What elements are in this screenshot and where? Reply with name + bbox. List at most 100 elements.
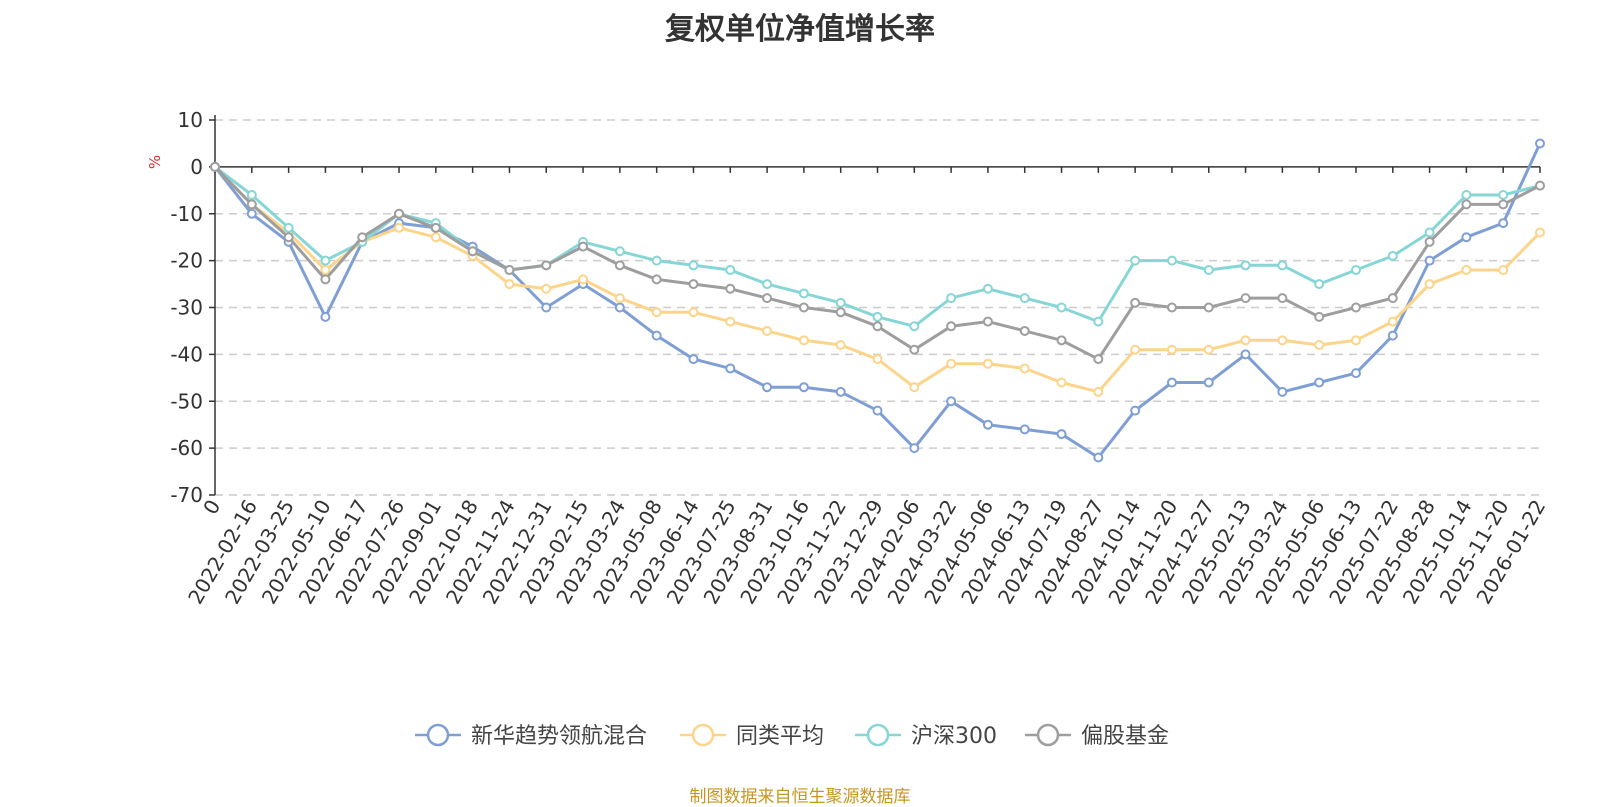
- data-point: [246, 190, 257, 200]
- data-point: [762, 279, 773, 290]
- data-point: [1424, 236, 1435, 247]
- data-point: [1387, 330, 1398, 341]
- data-point: [1424, 279, 1435, 290]
- data-point: [872, 321, 883, 332]
- data-point: [798, 335, 809, 346]
- data-point: [1056, 335, 1067, 346]
- data-point: [320, 311, 331, 322]
- data-point: [504, 279, 515, 290]
- data-point: [1019, 424, 1030, 435]
- legend: 新华趋势领航混合 同类平均 沪深300 偏股基金: [415, 723, 1169, 749]
- data-point: [762, 382, 773, 393]
- data-point: [246, 199, 257, 210]
- legend-item: 沪深300: [855, 723, 997, 749]
- data-point: [1461, 199, 1472, 210]
- data-point: [1240, 260, 1251, 271]
- data-point: [909, 344, 920, 355]
- data-point: [798, 302, 809, 313]
- data-point: [578, 274, 589, 285]
- data-point: [541, 283, 552, 294]
- data-point: [835, 307, 846, 318]
- legend-marker: [691, 723, 715, 747]
- data-point: [246, 208, 257, 219]
- data-point: [320, 265, 331, 275]
- data-point: [688, 279, 699, 290]
- data-point: [430, 232, 441, 243]
- data-point: [1130, 297, 1141, 308]
- data-point: [1277, 386, 1288, 397]
- data-point: [946, 293, 957, 304]
- data-point: [614, 293, 625, 304]
- chart-title: 复权单位净值增长率: [665, 12, 935, 47]
- data-point: [1424, 255, 1435, 266]
- data-point: [541, 260, 552, 271]
- data-point: [651, 274, 662, 285]
- data-point: [946, 321, 957, 332]
- data-point: [1461, 265, 1472, 275]
- data-point: [1461, 232, 1472, 243]
- legend-marker: [1036, 723, 1060, 747]
- grid-lines: [215, 119, 1540, 496]
- data-point: [1093, 386, 1104, 397]
- y-tick-label: 0: [190, 155, 203, 179]
- series-2: [210, 161, 1545, 332]
- data-point: [1166, 344, 1177, 355]
- data-point: [1350, 335, 1361, 346]
- data-point: [1019, 293, 1030, 304]
- data-point: [394, 222, 405, 233]
- data-point: [1498, 265, 1509, 275]
- data-point: [946, 358, 957, 369]
- data-point: [725, 363, 736, 374]
- data-point: [1130, 344, 1141, 355]
- data-point: [283, 222, 294, 233]
- y-tick-label: -30: [170, 296, 203, 320]
- data-point: [1535, 138, 1545, 149]
- data-point: [541, 302, 552, 313]
- x-tick-label: 0: [198, 496, 225, 519]
- data-point: [946, 396, 957, 407]
- data-point: [1056, 377, 1067, 388]
- data-point: [1314, 377, 1325, 388]
- data-point: [1424, 227, 1435, 238]
- data-point: [578, 241, 589, 252]
- y-tick-label: -40: [170, 342, 203, 366]
- data-point: [1498, 199, 1509, 210]
- legend-marker: [866, 723, 890, 747]
- data-point: [1387, 316, 1398, 327]
- data-point: [1240, 349, 1251, 360]
- data-point: [688, 260, 699, 271]
- y-axis-unit-label: %: [146, 155, 164, 169]
- data-point: [1166, 377, 1177, 388]
- y-tick-label: -50: [170, 389, 203, 413]
- series-lines: [210, 138, 1545, 463]
- source-note: 制图数据来自恒生聚源数据库: [689, 787, 911, 807]
- data-point: [1203, 377, 1214, 388]
- data-point: [1166, 302, 1177, 313]
- data-point: [614, 302, 625, 313]
- data-point: [1387, 293, 1398, 304]
- data-point: [1350, 265, 1361, 275]
- data-point: [1277, 335, 1288, 346]
- data-point: [1461, 190, 1472, 200]
- data-point: [909, 443, 920, 454]
- data-point: [1240, 335, 1251, 346]
- data-point: [762, 325, 773, 336]
- data-point: [725, 283, 736, 294]
- data-point: [651, 307, 662, 318]
- data-point: [909, 321, 920, 332]
- data-point: [835, 386, 846, 397]
- series-3: [210, 161, 1545, 365]
- y-tick-label: -60: [170, 436, 203, 460]
- data-point: [1277, 293, 1288, 304]
- data-point: [835, 340, 846, 350]
- data-point: [1277, 260, 1288, 271]
- data-point: [614, 260, 625, 271]
- data-point: [1203, 344, 1214, 355]
- axes: [209, 115, 1541, 496]
- legend-item: 同类平均: [680, 723, 824, 749]
- legend-marker: [426, 723, 450, 747]
- data-point: [982, 358, 993, 369]
- data-point: [1314, 340, 1325, 350]
- data-point: [762, 293, 773, 304]
